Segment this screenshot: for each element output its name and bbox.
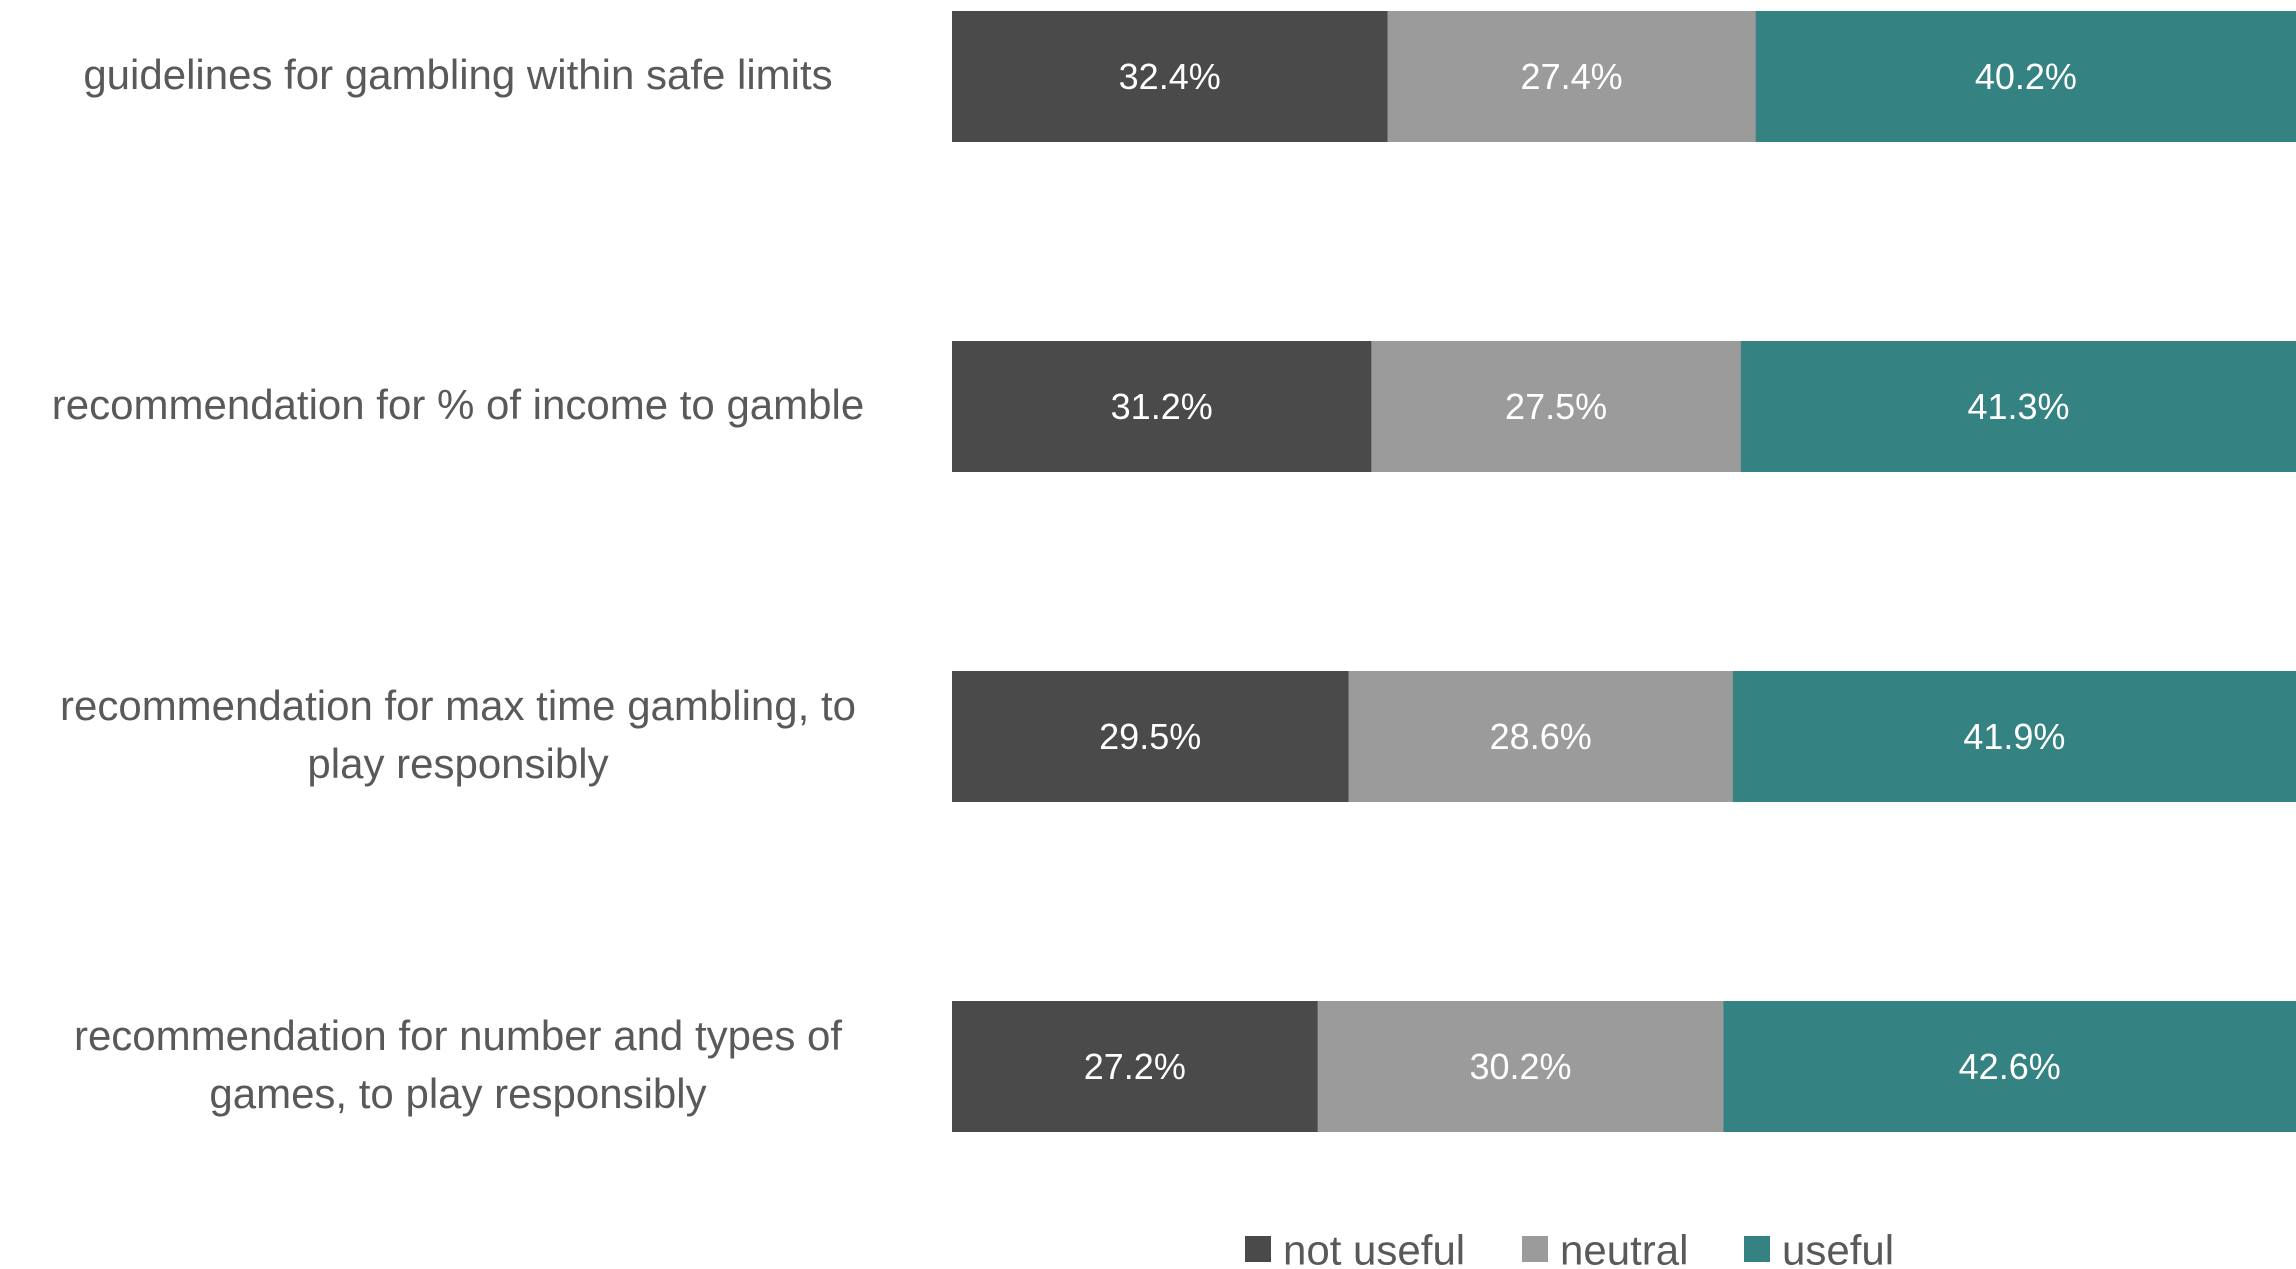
category-label: play responsibly xyxy=(307,740,608,787)
bar-segment xyxy=(1755,11,2296,142)
bar-segment xyxy=(1371,341,1742,472)
bar-segment xyxy=(1348,671,1734,802)
data-label: 29.5% xyxy=(1099,716,1201,757)
bar-segment xyxy=(1723,1001,2296,1132)
bar-segment xyxy=(952,1001,1319,1132)
category-label: recommendation for max time gambling, to xyxy=(60,682,856,729)
bar-segment xyxy=(952,341,1372,472)
legend-swatch xyxy=(1522,1236,1548,1262)
bars-group: 32.4% 27.4% 40.2% 31.2% 27.5% 41.3% 29.5% 28.6%… xyxy=(952,11,2296,1132)
category-labels: guidelines for gambling within safe limi… xyxy=(52,51,864,1117)
data-label: 27.4% xyxy=(1521,56,1623,97)
data-label: 30.2% xyxy=(1469,1046,1571,1087)
bar-segment xyxy=(1732,671,2296,802)
legend: not useful neutral useful xyxy=(1245,1227,1894,1269)
data-label: 27.5% xyxy=(1505,386,1607,427)
bar-segment xyxy=(1317,1001,1725,1132)
data-label: 41.3% xyxy=(1967,386,2069,427)
category-label: guidelines for gambling within safe limi… xyxy=(83,51,832,98)
legend-label: useful xyxy=(1782,1227,1894,1269)
bar-segment xyxy=(1740,341,2296,472)
legend-label: not useful xyxy=(1283,1227,1465,1269)
data-label: 40.2% xyxy=(1975,56,2077,97)
category-label: games, to play responsibly xyxy=(209,1070,706,1117)
bar-segment xyxy=(952,671,1350,802)
category-label: recommendation for % of income to gamble xyxy=(52,381,864,428)
legend-label: neutral xyxy=(1560,1227,1688,1269)
bar-segment xyxy=(1387,11,1757,142)
category-label: recommendation for number and types of xyxy=(74,1012,842,1059)
data-label: 31.2% xyxy=(1111,386,1213,427)
legend-swatch xyxy=(1744,1236,1770,1262)
bar-segment xyxy=(952,11,1389,142)
data-label: 28.6% xyxy=(1490,716,1592,757)
legend-swatch xyxy=(1245,1236,1271,1262)
data-label: 32.4% xyxy=(1119,56,1221,97)
data-label: 41.9% xyxy=(1963,716,2065,757)
data-label: 42.6% xyxy=(1959,1046,2061,1087)
data-label: 27.2% xyxy=(1084,1046,1186,1087)
